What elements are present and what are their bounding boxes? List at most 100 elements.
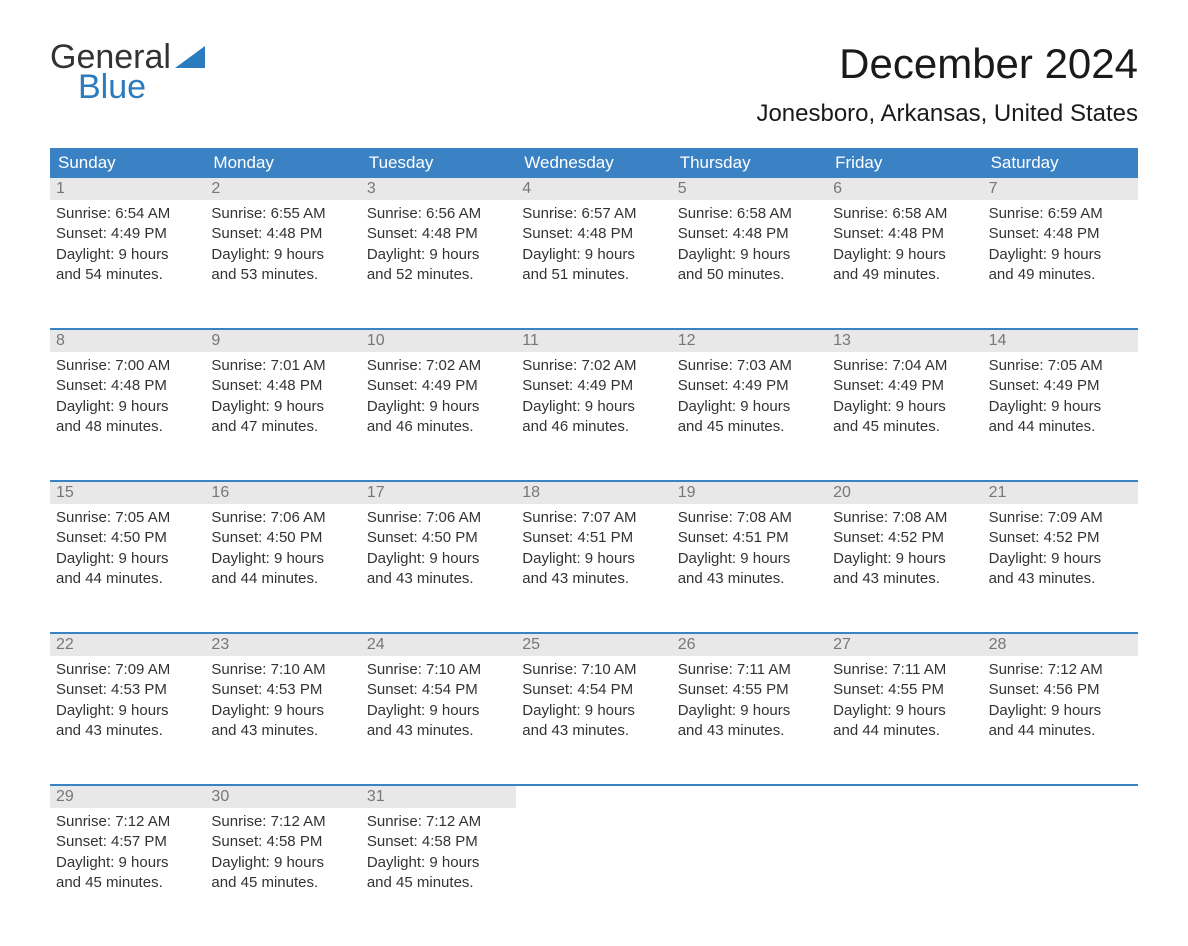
day-daylight2: and 43 minutes. [522,569,665,589]
day-sunset: Sunset: 4:49 PM [989,376,1132,396]
day-number: 8 [50,330,205,352]
day-daylight2: and 54 minutes. [56,265,199,285]
day-content: Sunrise: 7:01 AMSunset: 4:48 PMDaylight:… [205,352,360,441]
day-content: Sunrise: 7:10 AMSunset: 4:53 PMDaylight:… [205,656,360,745]
week-row: 8 Sunrise: 7:00 AMSunset: 4:48 PM Daylight… [50,328,1138,450]
page-header: General Blue December 2024 Jonesboro, Ar… [50,40,1138,128]
day-daylight2: and 45 minutes. [367,873,510,893]
day-daylight1: Daylight: 9 hours [522,701,665,721]
day-sunset: Sunset: 4:53 PM [56,680,199,700]
day-daylight1: Daylight: 9 hours [989,397,1132,417]
day-header-friday: Friday [827,148,982,178]
day-daylight2: and 43 minutes. [522,721,665,741]
day-daylight2: and 46 minutes. [367,417,510,437]
day-daylight2: and 49 minutes. [989,265,1132,285]
day-sunrise: Sunrise: 7:11 AM [833,660,976,680]
day-content: Sunrise: 7:11 AMSunset: 4:55 PMDaylight:… [827,656,982,745]
day-daylight1: Daylight: 9 hours [678,701,821,721]
day-sunrise: Sunrise: 6:54 AM [56,204,199,224]
logo-text-blue: Blue [78,70,205,104]
day-cell: 19Sunrise: 7:08 AMSunset: 4:51 PMDayligh… [672,482,827,602]
day-cell: 4Sunrise: 6:57 AMSunset: 4:48 PMDaylight… [516,178,671,298]
logo: General Blue [50,40,205,104]
day-sunrise: Sunrise: 7:10 AM [211,660,354,680]
day-sunset: Sunset: 4:55 PM [678,680,821,700]
week-row: 1Sunrise: 6:54 AMSunset: 4:49 PMDaylight… [50,178,1138,298]
title-block: December 2024 Jonesboro, Arkansas, Unite… [756,40,1138,128]
day-cell [827,786,982,906]
day-sunset: Sunset: 4:50 PM [211,528,354,548]
day-number: 31 [361,786,516,808]
day-daylight1: Daylight: 9 hours [522,245,665,265]
day-cell: 28Sunrise: 7:12 AMSunset: 4:56 PMDayligh… [983,634,1138,754]
day-sunrise: Sunrise: 6:57 AM [522,204,665,224]
day-number: 19 [672,482,827,504]
day-sunset: Sunset: 4:52 PM [833,528,976,548]
day-content: Sunrise: 6:58 AMSunset: 4:48 PMDaylight:… [672,200,827,289]
day-daylight2: and 43 minutes. [211,721,354,741]
day-sunrise: Sunrise: 7:02 AM [367,356,510,376]
location-text: Jonesboro, Arkansas, United States [756,100,1138,128]
day-content: Sunrise: 6:54 AMSunset: 4:49 PMDaylight:… [50,200,205,289]
day-daylight2: and 43 minutes. [56,721,199,741]
day-daylight1: Daylight: 9 hours [833,549,976,569]
day-sunset: Sunset: 4:49 PM [833,376,976,396]
day-sunrise: Sunrise: 7:06 AM [211,508,354,528]
day-sunrise: Sunrise: 7:10 AM [367,660,510,680]
day-cell: 27Sunrise: 7:11 AMSunset: 4:55 PMDayligh… [827,634,982,754]
day-daylight1: Daylight: 9 hours [56,245,199,265]
day-sunrise: Sunrise: 7:11 AM [678,660,821,680]
day-content: Sunrise: 7:12 AMSunset: 4:57 PMDaylight:… [50,808,205,897]
day-sunset: Sunset: 4:56 PM [989,680,1132,700]
day-sunset: Sunset: 4:48 PM [833,224,976,244]
day-sunrise: Sunrise: 7:10 AM [522,660,665,680]
day-content: Sunrise: 7:12 AMSunset: 4:56 PMDaylight:… [983,656,1138,745]
day-headers-row: Sunday Monday Tuesday Wednesday Thursday… [50,148,1138,178]
day-daylight1: Daylight: 9 hours [56,549,199,569]
day-sunrise: Sunrise: 6:55 AM [211,204,354,224]
day-cell: 5Sunrise: 6:58 AMSunset: 4:48 PMDaylight… [672,178,827,298]
day-cell: 31 Sunrise: 7:12 AMSunset: 4:58 PMDayligh… [361,786,516,906]
day-cell: 14Sunrise: 7:05 AMSunset: 4:49 PMDayligh… [983,330,1138,450]
day-daylight1: Daylight: 9 hours [522,549,665,569]
day-daylight1: Daylight: 9 hours [989,549,1132,569]
day-daylight2: and 45 minutes. [833,417,976,437]
day-sunset: Sunset: 4:48 PM [56,376,199,396]
day-sunset: Sunset: 4:58 PM [367,832,510,852]
day-sunset: Sunset: 4:52 PM [989,528,1132,548]
day-number: 30 [205,786,360,808]
day-number [983,786,1138,790]
day-number: 27 [827,634,982,656]
day-daylight1: Daylight: 9 hours [367,245,510,265]
day-content: Sunrise: 6:57 AMSunset: 4:48 PMDaylight:… [516,200,671,289]
week-row: 22Sunrise: 7:09 AMSunset: 4:53 PMDayligh… [50,632,1138,754]
day-sunrise: Sunrise: 7:12 AM [56,812,199,832]
day-sunrise: Sunrise: 7:12 AM [367,812,510,832]
day-number: 14 [983,330,1138,352]
day-daylight2: and 53 minutes. [211,265,354,285]
day-daylight2: and 43 minutes. [833,569,976,589]
day-content: Sunrise: 6:59 AMSunset: 4:48 PMDaylight:… [983,200,1138,289]
day-number: 20 [827,482,982,504]
day-content: Sunrise: 7:11 AMSunset: 4:55 PMDaylight:… [672,656,827,745]
day-cell [516,786,671,906]
day-sunrise: Sunrise: 7:00 AM [56,356,199,376]
day-sunset: Sunset: 4:51 PM [678,528,821,548]
day-number: 1 [50,178,205,200]
day-daylight2: and 51 minutes. [522,265,665,285]
day-sunrise: Sunrise: 7:01 AM [211,356,354,376]
day-header-wednesday: Wednesday [516,148,671,178]
day-cell: 10Sunrise: 7:02 AMSunset: 4:49 PMDayligh… [361,330,516,450]
day-cell: 17Sunrise: 7:06 AMSunset: 4:50 PMDayligh… [361,482,516,602]
week-row: 29Sunrise: 7:12 AMSunset: 4:57 PMDayligh… [50,784,1138,906]
day-number: 17 [361,482,516,504]
day-daylight1: Daylight: 9 hours [367,397,510,417]
day-cell: 13Sunrise: 7:04 AMSunset: 4:49 PMDayligh… [827,330,982,450]
day-number [516,786,671,790]
day-sunrise: Sunrise: 7:09 AM [989,508,1132,528]
day-sunrise: Sunrise: 7:03 AM [678,356,821,376]
day-number: 15 [50,482,205,504]
day-cell: 9Sunrise: 7:01 AMSunset: 4:48 PMDaylight… [205,330,360,450]
day-sunset: Sunset: 4:57 PM [56,832,199,852]
day-daylight1: Daylight: 9 hours [367,853,510,873]
